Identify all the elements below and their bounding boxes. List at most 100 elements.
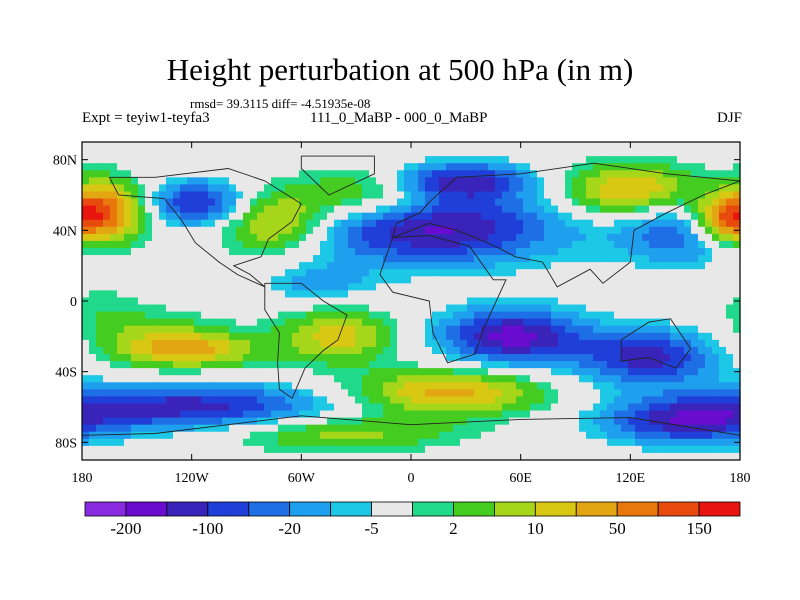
field-cell [201, 212, 209, 221]
field-cell [516, 403, 524, 412]
field-cell [411, 142, 419, 150]
field-cell [719, 368, 727, 376]
field-cell [719, 438, 727, 447]
field-cell [474, 318, 482, 327]
field-cell [467, 410, 475, 419]
field-cell [292, 445, 300, 454]
field-cell [369, 233, 377, 242]
field-cell [432, 276, 440, 284]
field-cell [719, 191, 727, 200]
field-cell [208, 431, 216, 440]
field-cell [89, 431, 97, 440]
field-cell [642, 276, 650, 284]
field-cell [537, 354, 545, 362]
field-cell [600, 156, 608, 164]
field-cell [264, 389, 272, 397]
field-cell [117, 205, 125, 214]
field-cell [271, 410, 279, 419]
field-cell [96, 262, 104, 270]
field-cell [285, 410, 293, 419]
field-cell [467, 212, 475, 221]
field-cell [509, 226, 517, 235]
field-cell [453, 269, 461, 277]
field-cell [145, 325, 153, 334]
field-cell [614, 262, 622, 270]
field-cell [705, 163, 713, 171]
field-cell [236, 276, 244, 284]
field-cell [418, 424, 426, 433]
field-cell [474, 431, 482, 440]
field-cell [173, 417, 181, 426]
field-cell [537, 424, 545, 433]
field-cell [551, 191, 559, 200]
field-cell [292, 170, 300, 178]
field-cell [698, 248, 706, 256]
field-cell [698, 170, 706, 178]
field-cell [572, 354, 580, 362]
field-cell [278, 354, 286, 362]
field-cell [243, 205, 251, 214]
field-cell [614, 424, 622, 433]
field-cell [453, 346, 461, 355]
field-cell [495, 431, 503, 440]
field-cell [698, 339, 706, 348]
field-cell [117, 382, 125, 390]
field-cell [705, 212, 713, 221]
field-cell [264, 248, 272, 256]
field-cell [257, 318, 265, 327]
field-cell [467, 318, 475, 327]
field-cell [572, 452, 580, 461]
field-cell [411, 205, 419, 214]
field-cell [439, 417, 447, 426]
field-cell [306, 325, 314, 334]
field-cell [705, 290, 713, 299]
field-cell [285, 318, 293, 327]
field-cell [474, 382, 482, 390]
field-cell [243, 445, 251, 454]
field-cell [124, 361, 132, 369]
field-cell [439, 361, 447, 369]
field-cell [411, 346, 419, 355]
field-cell [404, 410, 412, 419]
field-cell [208, 346, 216, 355]
field-cell [173, 445, 181, 454]
field-cell [236, 311, 244, 320]
field-cell [348, 149, 356, 157]
field-cell [670, 445, 678, 454]
field-cell [341, 142, 349, 150]
field-cell [299, 156, 307, 164]
field-cell [460, 389, 468, 397]
field-cell [516, 283, 524, 291]
field-cell [712, 403, 720, 412]
colorbar-swatch [493, 501, 536, 517]
field-cell [306, 346, 314, 355]
field-cell [390, 431, 398, 440]
field-cell [313, 149, 321, 157]
field-cell [726, 226, 734, 235]
field-cell [229, 142, 237, 150]
field-cell [285, 142, 293, 150]
field-cell [670, 226, 678, 235]
field-cell [656, 332, 664, 341]
field-cell [117, 177, 125, 185]
field-cell [145, 184, 153, 193]
field-cell [362, 354, 370, 362]
field-cell [250, 396, 258, 405]
field-cell [180, 212, 188, 221]
field-cell [299, 417, 307, 426]
field-cell [600, 191, 608, 200]
field-cell [145, 142, 153, 150]
field-cell [677, 142, 685, 150]
field-cell [103, 332, 111, 341]
field-cell [110, 318, 118, 327]
field-cell [677, 375, 685, 383]
field-cell [229, 417, 237, 426]
field-cell [236, 410, 244, 419]
field-cell [159, 276, 167, 284]
field-cell [82, 276, 90, 284]
field-cell [194, 346, 202, 355]
field-cell [656, 431, 664, 440]
field-cell [208, 205, 216, 214]
field-cell [145, 410, 153, 419]
field-cell [390, 339, 398, 348]
